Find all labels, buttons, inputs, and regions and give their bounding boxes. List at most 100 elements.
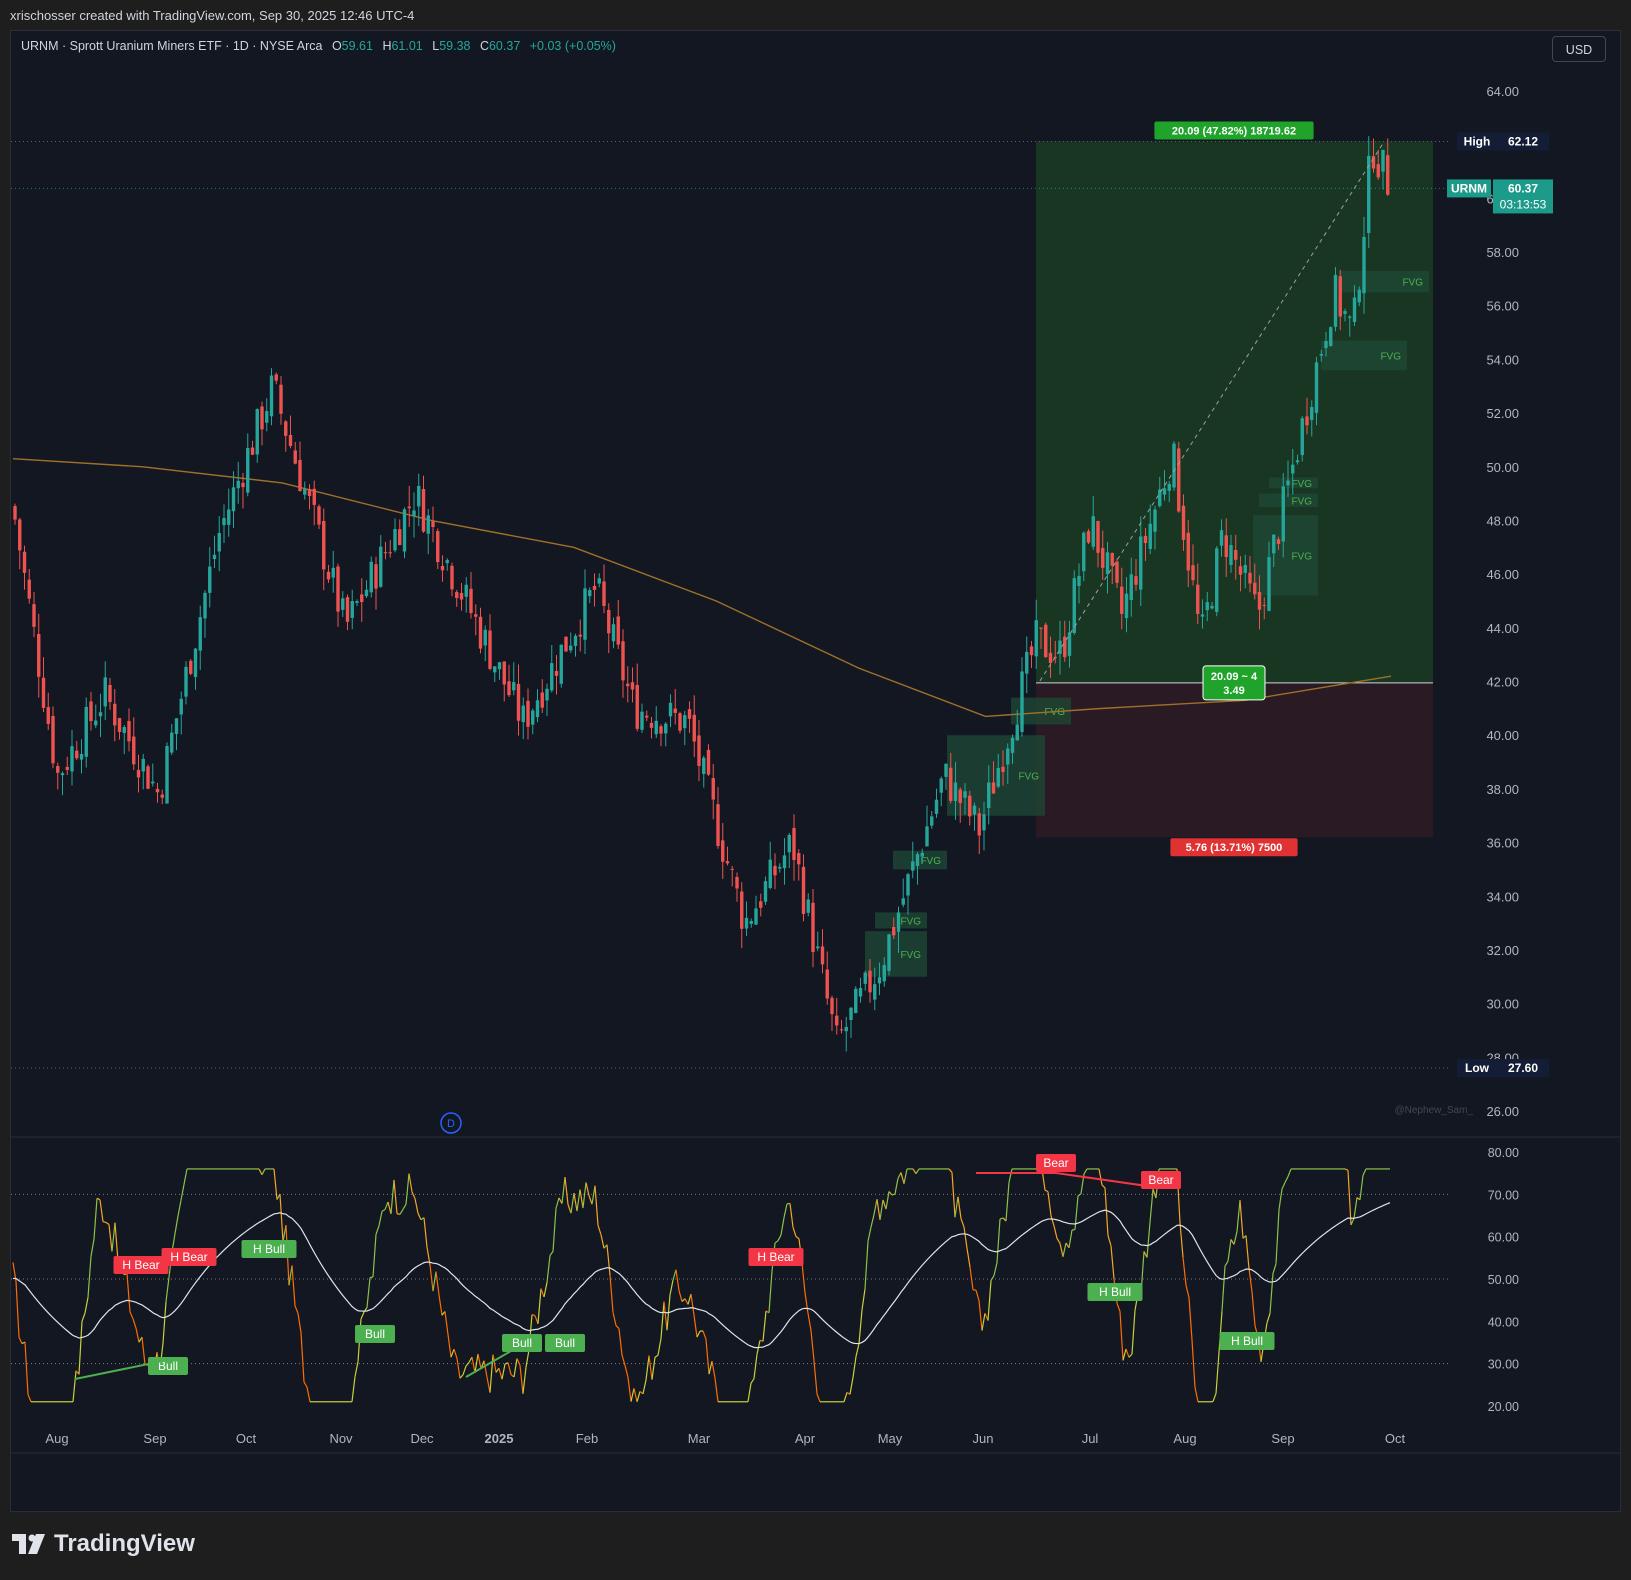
candle-body [550, 663, 554, 691]
fvg-zone [875, 912, 927, 929]
oscillator-segment [1227, 1239, 1232, 1262]
candle-body [41, 677, 46, 708]
oscillator-segment [792, 1226, 797, 1237]
oscillator-segment [483, 1360, 488, 1378]
oscillator-segment [1359, 1175, 1364, 1200]
oscillator-segment [519, 1365, 524, 1394]
candle-body [464, 584, 468, 597]
oscillator-tick-label: 30.00 [1488, 1358, 1519, 1372]
candle-body [678, 713, 682, 731]
candle-body [963, 791, 967, 798]
candle-body [350, 601, 354, 618]
oscillator-segment [663, 1301, 668, 1331]
oscillator-segment [93, 1198, 98, 1240]
candle-down [398, 519, 402, 546]
candle-body [1286, 480, 1290, 486]
bull-divergence-label: Bull [545, 1334, 585, 1352]
candle-body [630, 682, 635, 690]
oscillator-segment [132, 1318, 137, 1329]
divergence-label-bg [161, 1248, 217, 1266]
candle-body [1115, 561, 1119, 583]
moving-average-line [12, 458, 1392, 718]
fvg-label: FVG [1291, 496, 1312, 507]
oscillator-segment [99, 1199, 104, 1222]
position-diagonal [1039, 143, 1384, 682]
candle-body [512, 682, 516, 691]
candle-up [1082, 531, 1086, 582]
candle-up [683, 710, 687, 746]
oscillator-segment [870, 1214, 875, 1228]
candle-down [56, 762, 60, 790]
candle-body [1348, 316, 1352, 318]
candle-body [326, 571, 331, 580]
candle-body [977, 813, 981, 836]
candle-body [540, 692, 544, 708]
candle-body [355, 601, 359, 603]
candle-body [740, 891, 744, 929]
oscillator-segment [672, 1269, 677, 1281]
oscillator-segment [879, 1199, 884, 1220]
tradingview-logo[interactable]: TradingView [12, 1530, 195, 1558]
candle-body [1376, 164, 1380, 178]
oscillator-segment [387, 1201, 392, 1215]
divergence-label-text: H Bull [253, 1242, 285, 1256]
oscillator-tick-label: 40.00 [1488, 1315, 1519, 1329]
candle-up [1172, 441, 1176, 491]
brand-name: TradingView [54, 1530, 195, 1557]
candle-up [1077, 563, 1081, 604]
candle-up [1215, 545, 1219, 617]
candle-body [611, 624, 616, 642]
candle-body [113, 703, 117, 726]
candle-body [906, 874, 910, 896]
candle-body [1139, 536, 1143, 590]
candle-body [307, 489, 312, 497]
candle-up [920, 848, 924, 864]
candle-body [564, 636, 568, 652]
oscillator-segment [393, 1179, 398, 1214]
oscillator-segment [513, 1358, 518, 1378]
candle-up [265, 398, 269, 432]
target-label-text: 20.09 (47.82%) 18719.62 [1172, 125, 1296, 137]
candle-up [84, 697, 88, 768]
oscillator-segment [591, 1185, 596, 1205]
candle-body [208, 566, 212, 593]
oscillator-segment [1077, 1193, 1082, 1197]
candle-down [649, 717, 654, 739]
oscillator-segment [579, 1189, 584, 1209]
candle-body [246, 448, 250, 493]
candle-body [426, 515, 430, 534]
candle-body [1357, 289, 1361, 303]
candle-body [578, 634, 582, 637]
oscillator-segment [411, 1191, 416, 1199]
candle-down [839, 1019, 844, 1034]
candle-body [1134, 576, 1138, 585]
stop-label-text: 5.76 (13.71%) 7500 [1186, 842, 1283, 854]
divergence-label-text: Bull [555, 1336, 575, 1350]
candle-up [987, 765, 991, 825]
candle-body [1058, 640, 1062, 654]
candle-down [260, 401, 264, 446]
candle-body [1067, 632, 1072, 656]
candle-up [963, 783, 967, 815]
candle-down [540, 679, 544, 714]
candle-down [516, 664, 521, 736]
risk-reward-box: 20.09 ~ 4 3.49 [1202, 665, 1266, 701]
candle-body [930, 816, 934, 826]
candle-down [1276, 536, 1281, 550]
currency-button[interactable]: USD [1552, 36, 1606, 62]
candle-up [1324, 331, 1328, 357]
oscillator-segment [303, 1381, 308, 1388]
candle-up [1291, 448, 1295, 495]
candle-body [445, 560, 449, 564]
candle-up [550, 645, 554, 693]
candle-down [1181, 494, 1186, 551]
oscillator-segment [1248, 1268, 1253, 1292]
candle-body [531, 710, 535, 725]
candle-body [51, 716, 55, 764]
candle-up [521, 697, 525, 740]
candle-down [711, 763, 715, 820]
candle-body [569, 645, 573, 651]
oscillator-segment [78, 1321, 83, 1375]
chart-svg[interactable]: FVG FVG FVG FVG FVG FVG FVG FVG FVG FVG 20.09 (47.… [11, 31, 1620, 1511]
candle-body [507, 681, 511, 696]
